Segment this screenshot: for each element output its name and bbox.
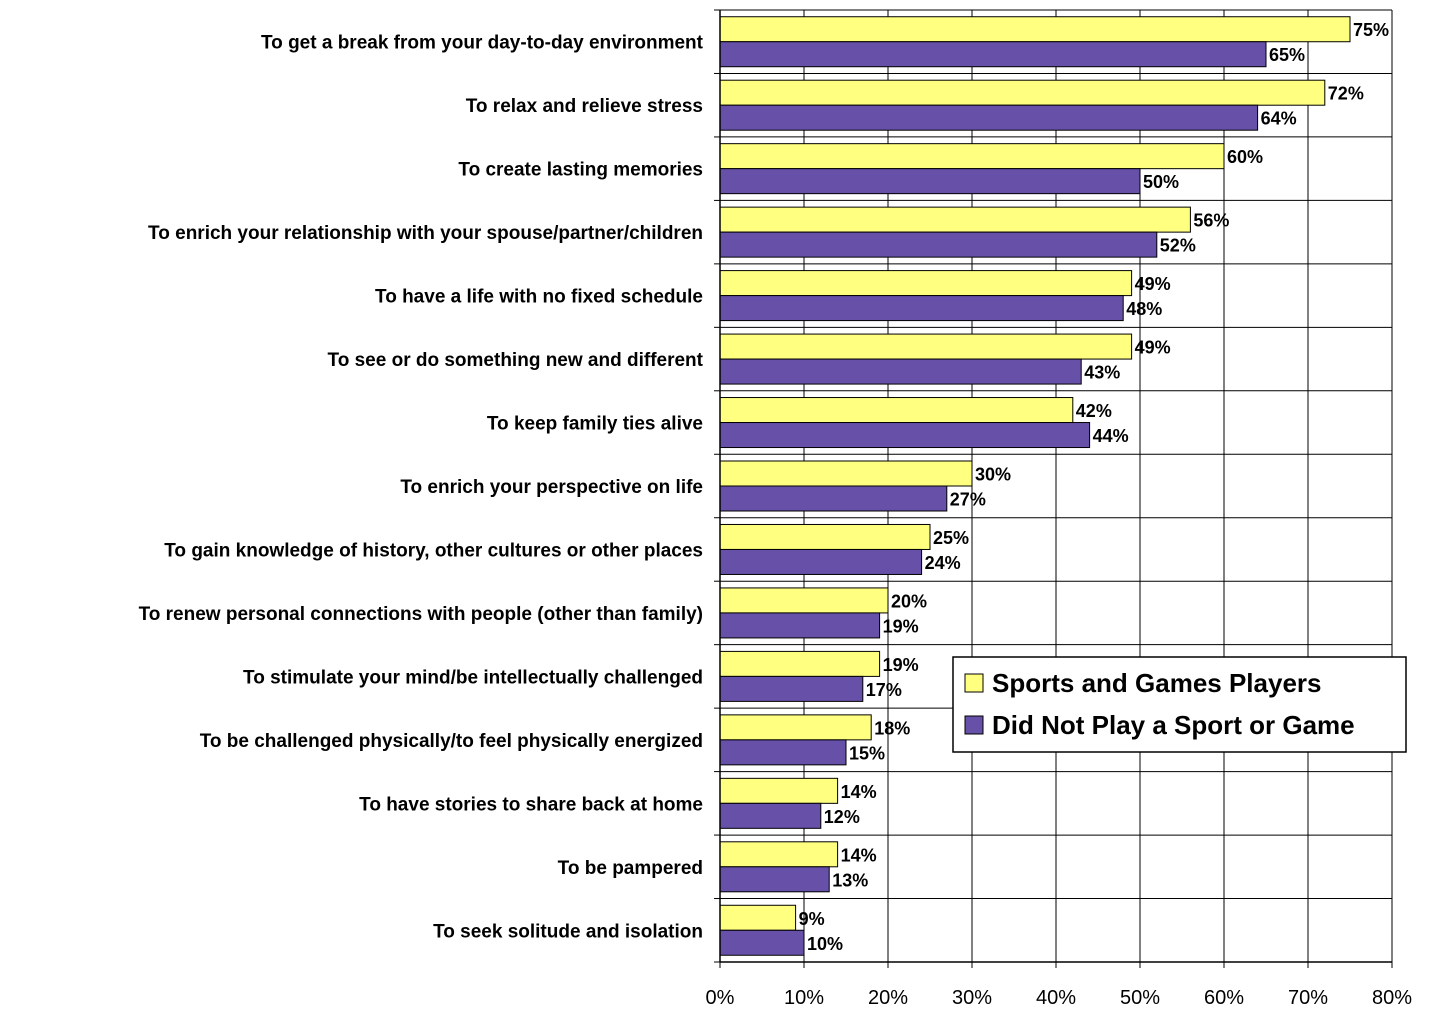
bar-sports-and-games-players (719, 841, 839, 868)
category-label: To create lasting memories (458, 160, 703, 181)
bar-did-not-play (719, 548, 923, 575)
data-label: 17% (866, 680, 902, 700)
data-label: 50% (1143, 172, 1179, 192)
category-label: To see or do something new and different (328, 350, 704, 371)
category-label: To enrich your relationship with your sp… (148, 223, 703, 244)
category-label: To seek solitude and isolation (433, 921, 703, 942)
bar-did-not-play (719, 802, 822, 829)
data-label: 25% (933, 528, 969, 548)
data-label: 48% (1126, 299, 1162, 319)
data-label: 15% (849, 743, 885, 763)
category-label: To keep family ties alive (487, 414, 703, 435)
bar-sports-and-games-players (719, 143, 1225, 170)
data-label: 13% (832, 870, 868, 890)
x-tick-label: 0% (706, 987, 735, 1009)
x-tick-label: 50% (1120, 987, 1160, 1009)
bar-did-not-play (719, 929, 805, 956)
data-label: 42% (1076, 401, 1112, 421)
data-label: 19% (883, 655, 919, 675)
data-label: 20% (891, 591, 927, 611)
legend-label: Did Not Play a Sport or Game (992, 710, 1355, 740)
category-label: To renew personal connections with peopl… (139, 604, 703, 625)
bar-did-not-play (719, 231, 1158, 258)
bar-did-not-play (719, 104, 1259, 131)
bar-sports-and-games-players (719, 650, 881, 677)
bar-did-not-play (719, 739, 847, 766)
x-tick-label: 60% (1204, 987, 1244, 1009)
category-label: To be pampered (558, 858, 703, 879)
data-label: 49% (1135, 338, 1171, 358)
x-tick-label: 30% (952, 987, 992, 1009)
bar-sports-and-games-players (719, 397, 1074, 424)
data-label: 75% (1353, 20, 1389, 40)
bar-did-not-play (719, 612, 881, 639)
bar-did-not-play (719, 168, 1141, 195)
data-label: 44% (1093, 426, 1129, 446)
data-label: 9% (799, 909, 825, 929)
category-label: To enrich your perspective on life (400, 477, 703, 498)
category-label: To stimulate your mind/be intellectually… (243, 667, 703, 688)
data-label: 14% (841, 845, 877, 865)
bar-did-not-play (719, 295, 1124, 322)
x-tick-label: 80% (1372, 987, 1412, 1009)
data-label: 30% (975, 465, 1011, 485)
bar-did-not-play (719, 41, 1267, 68)
bar-sports-and-games-players (719, 206, 1191, 233)
data-label: 18% (874, 718, 910, 738)
bar-sports-and-games-players (719, 904, 797, 931)
bar-did-not-play (719, 485, 948, 512)
legend-swatch-sports-and-games-players (964, 673, 984, 693)
x-tick-label: 70% (1288, 987, 1328, 1009)
bar-sports-and-games-players (719, 16, 1351, 43)
bar-sports-and-games-players (719, 460, 973, 487)
category-label: To have a life with no fixed schedule (375, 287, 703, 308)
bar-sports-and-games-players (719, 333, 1133, 360)
category-label: To have stories to share back at home (359, 794, 703, 815)
bar-sports-and-games-players (719, 587, 889, 614)
legend-swatch-did-not-play (964, 715, 984, 735)
bar-sports-and-games-players (719, 714, 872, 741)
bar-sports-and-games-players (719, 777, 839, 804)
legend-box (952, 656, 1407, 753)
data-label: 14% (841, 782, 877, 802)
category-label: To gain knowledge of history, other cult… (164, 540, 703, 561)
category-label: To get a break from your day-to-day envi… (261, 33, 704, 54)
data-label: 24% (925, 553, 961, 573)
data-label: 52% (1160, 236, 1196, 256)
data-label: 64% (1261, 109, 1297, 129)
data-label: 19% (883, 616, 919, 636)
data-label: 49% (1135, 274, 1171, 294)
bar-did-not-play (719, 866, 830, 893)
x-tick-label: 40% (1036, 987, 1076, 1009)
data-label: 72% (1328, 84, 1364, 104)
bar-did-not-play (719, 358, 1082, 385)
bar-sports-and-games-players (719, 523, 931, 550)
bar-did-not-play (719, 675, 864, 702)
bar-did-not-play (719, 422, 1091, 449)
x-tick-label: 10% (784, 987, 824, 1009)
data-label: 10% (807, 934, 843, 954)
data-label: 12% (824, 807, 860, 827)
bar-sports-and-games-players (719, 79, 1326, 106)
category-label: To be challenged physically/to feel phys… (200, 731, 703, 752)
bar-sports-and-games-players (719, 270, 1133, 297)
legend-label: Sports and Games Players (992, 668, 1321, 698)
data-label: 27% (950, 490, 986, 510)
x-tick-label: 20% (868, 987, 908, 1009)
category-label: To relax and relieve stress (466, 96, 703, 117)
data-label: 43% (1084, 363, 1120, 383)
data-label: 65% (1269, 45, 1305, 65)
data-label: 56% (1193, 211, 1229, 231)
data-label: 60% (1227, 147, 1263, 167)
